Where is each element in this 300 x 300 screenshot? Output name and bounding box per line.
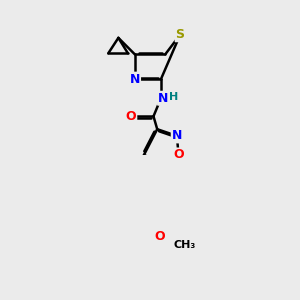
Text: N: N (158, 92, 168, 105)
Text: H: H (169, 92, 178, 103)
Text: N: N (172, 129, 182, 142)
Text: N: N (130, 73, 140, 85)
Text: O: O (126, 110, 136, 123)
Text: CH₃: CH₃ (174, 240, 196, 250)
Text: S: S (176, 28, 184, 41)
Text: O: O (154, 230, 165, 243)
Text: O: O (173, 148, 184, 161)
